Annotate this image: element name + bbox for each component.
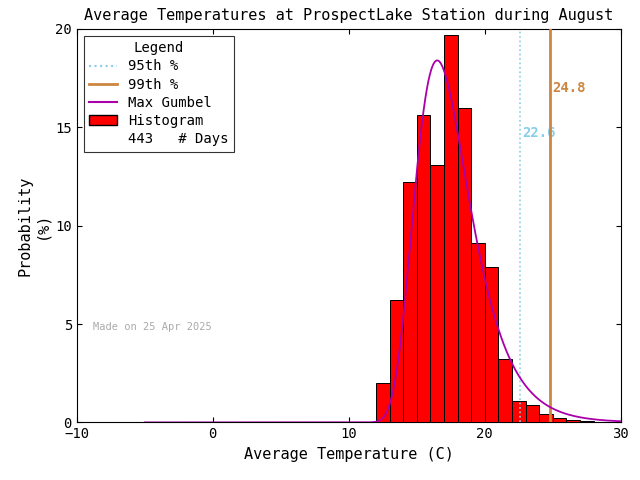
Bar <box>580 421 594 422</box>
Bar <box>553 418 566 422</box>
Bar <box>499 360 512 422</box>
Text: Made on 25 Apr 2025: Made on 25 Apr 2025 <box>93 322 212 332</box>
Y-axis label: Probability
(%): Probability (%) <box>17 175 50 276</box>
Bar <box>525 405 540 422</box>
Bar <box>417 115 431 422</box>
Bar <box>431 165 444 422</box>
Bar <box>376 383 390 422</box>
Bar <box>471 243 485 422</box>
Title: Average Temperatures at ProspectLake Station during August: Average Temperatures at ProspectLake Sta… <box>84 9 613 24</box>
Bar <box>512 401 525 422</box>
Bar <box>540 414 553 422</box>
Bar <box>458 108 471 422</box>
Text: 22.6: 22.6 <box>522 126 556 140</box>
Bar <box>444 35 458 422</box>
Legend: 95th %, 99th %, Max Gumbel, Histogram, 443   # Days: 95th %, 99th %, Max Gumbel, Histogram, 4… <box>84 36 234 152</box>
Bar <box>566 420 580 422</box>
Bar <box>485 267 499 422</box>
X-axis label: Average Temperature (C): Average Temperature (C) <box>244 447 454 462</box>
Bar <box>390 300 403 422</box>
Text: 24.8: 24.8 <box>552 81 586 95</box>
Bar <box>403 182 417 422</box>
